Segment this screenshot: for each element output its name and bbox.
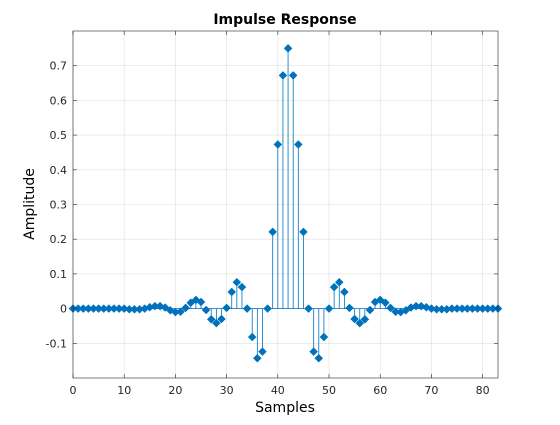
stem-marker — [329, 282, 339, 292]
stem-marker — [355, 318, 365, 328]
axis-ticks: 0 10 20 30 40 50 60 70 80 -0.1 0 0.1 0.2 0.3 0.4 0.5 0.6… — [46, 31, 498, 397]
x-tick-label: 30 — [220, 384, 234, 397]
y-tick-label: 0.2 — [50, 233, 68, 246]
stem-marker — [319, 332, 329, 342]
stem-marker — [201, 305, 211, 315]
stem-marker — [278, 71, 288, 80]
y-axis-label: Amplitude — [22, 168, 38, 240]
stem-marker — [304, 304, 313, 313]
stem-marker — [380, 298, 390, 308]
stem-marker — [324, 304, 334, 313]
x-tick-label: 40 — [271, 384, 285, 397]
x-tick-label: 20 — [168, 384, 182, 397]
stem-marker — [181, 303, 191, 313]
stem-marker — [247, 332, 257, 342]
stem-marker — [217, 314, 226, 324]
stem-marker — [334, 277, 344, 287]
stem-marker — [283, 43, 293, 53]
stem-marker — [350, 314, 359, 324]
stem-marker — [237, 282, 247, 292]
stem-marker — [309, 347, 319, 356]
x-tick-label: 70 — [424, 384, 438, 397]
stem-marker — [314, 353, 324, 363]
stem-marker — [176, 307, 185, 317]
stem-marker — [340, 287, 349, 297]
stem-marker — [386, 303, 395, 313]
y-tick-label: -0.1 — [46, 337, 67, 350]
stem-marker — [365, 305, 375, 315]
y-tick-label: 0.5 — [50, 129, 68, 142]
x-tick-label: 80 — [476, 384, 490, 397]
stem-marker — [196, 297, 206, 307]
stem-marker — [299, 227, 308, 237]
x-tick-label: 10 — [117, 384, 131, 397]
stem-marker — [242, 304, 252, 313]
stem-marker — [293, 140, 303, 149]
stem-marker — [222, 303, 231, 313]
x-axis-label: Samples — [255, 400, 315, 416]
y-tick-label: 0.6 — [50, 94, 68, 107]
y-tick-label: 0.3 — [50, 199, 68, 212]
stem-marker — [263, 304, 272, 313]
stem-marker — [232, 277, 242, 287]
stem-marker — [268, 227, 278, 237]
chart-title: Impulse Response — [213, 12, 356, 28]
stem-marker — [288, 71, 298, 80]
stem-marker — [360, 315, 370, 324]
y-tick-label: 0.7 — [50, 60, 68, 73]
stem-marker — [258, 347, 267, 356]
stem-marker — [252, 353, 262, 363]
stem-marker — [206, 315, 216, 324]
y-tick-label: 0 — [60, 303, 67, 316]
stem-series — [68, 43, 503, 363]
stem-marker — [345, 303, 354, 313]
stem-marker — [119, 304, 129, 313]
stem-marker — [212, 318, 221, 328]
x-tick-label: 60 — [373, 384, 387, 397]
stem-marker — [427, 304, 436, 313]
x-tick-label: 50 — [322, 384, 336, 397]
x-tick-label: 0 — [70, 384, 77, 397]
y-tick-label: 0.4 — [50, 164, 68, 177]
stem-marker — [273, 140, 283, 149]
y-tick-label: 0.1 — [50, 268, 68, 281]
stem-marker — [227, 287, 237, 297]
